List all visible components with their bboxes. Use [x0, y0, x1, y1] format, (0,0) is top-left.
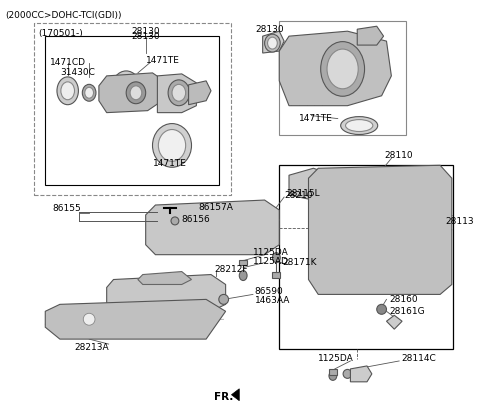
Polygon shape [231, 389, 239, 401]
Ellipse shape [126, 82, 146, 104]
Ellipse shape [172, 84, 186, 101]
Ellipse shape [153, 124, 192, 167]
Polygon shape [107, 275, 226, 311]
Bar [279, 165, 453, 349]
Polygon shape [146, 200, 279, 255]
Ellipse shape [264, 34, 280, 52]
Text: 1471TE: 1471TE [299, 114, 333, 123]
Text: (2000CC>DOHC-TCI(GDI)): (2000CC>DOHC-TCI(GDI)) [5, 11, 122, 20]
Polygon shape [309, 165, 452, 294]
Polygon shape [289, 168, 331, 200]
Polygon shape [279, 31, 391, 106]
Polygon shape [386, 315, 402, 329]
Ellipse shape [158, 129, 186, 161]
Ellipse shape [327, 49, 358, 89]
Text: 86157A: 86157A [198, 203, 233, 212]
Polygon shape [157, 74, 196, 112]
Text: 86590: 86590 [255, 287, 284, 296]
Ellipse shape [341, 117, 378, 134]
Polygon shape [357, 26, 384, 45]
Ellipse shape [329, 371, 337, 380]
Text: 28110: 28110 [384, 151, 413, 160]
Ellipse shape [321, 42, 364, 96]
Text: 86155: 86155 [52, 205, 81, 213]
Ellipse shape [239, 271, 247, 281]
Polygon shape [99, 73, 167, 112]
Ellipse shape [273, 253, 280, 263]
Text: 1471TE: 1471TE [153, 159, 186, 168]
Ellipse shape [111, 71, 141, 107]
Text: 1463AA: 1463AA [255, 296, 290, 305]
Bar [34, 23, 230, 195]
Text: 28171K: 28171K [282, 258, 317, 267]
Text: 28210: 28210 [284, 190, 312, 200]
Polygon shape [350, 366, 372, 382]
Ellipse shape [168, 80, 190, 106]
Polygon shape [189, 81, 211, 105]
Text: 1125DA: 1125DA [253, 248, 288, 257]
Text: 1125AD: 1125AD [253, 257, 289, 266]
Bar [279, 21, 406, 135]
Polygon shape [138, 271, 192, 284]
Text: 31430C: 31430C [60, 68, 95, 78]
Ellipse shape [267, 37, 277, 49]
Text: 28130: 28130 [132, 27, 160, 36]
Text: 28160: 28160 [389, 295, 418, 304]
Ellipse shape [117, 77, 136, 101]
Ellipse shape [171, 217, 179, 225]
Text: 28130: 28130 [255, 25, 284, 34]
Ellipse shape [343, 369, 352, 378]
Text: 28161G: 28161G [389, 307, 425, 316]
Polygon shape [273, 271, 280, 278]
Text: 28115L: 28115L [286, 188, 320, 198]
Text: 1471CD: 1471CD [50, 59, 86, 68]
Ellipse shape [219, 294, 228, 304]
Polygon shape [263, 31, 284, 53]
Bar [45, 36, 219, 185]
Text: 86156: 86156 [182, 215, 211, 225]
Polygon shape [239, 260, 247, 265]
Text: 1471TE: 1471TE [146, 56, 180, 66]
Ellipse shape [130, 86, 142, 100]
Text: 28213A: 28213A [74, 342, 109, 352]
Text: 28113: 28113 [445, 217, 474, 227]
Text: 1125DA: 1125DA [318, 354, 354, 364]
Ellipse shape [346, 120, 373, 132]
Text: FR.: FR. [214, 392, 233, 402]
Text: 28114C: 28114C [401, 354, 436, 364]
Text: 28212F: 28212F [214, 265, 247, 274]
Ellipse shape [57, 77, 78, 105]
Text: 28130: 28130 [132, 32, 160, 41]
Polygon shape [329, 369, 337, 375]
Ellipse shape [82, 84, 96, 101]
Text: (170501-): (170501-) [38, 29, 83, 38]
Ellipse shape [377, 304, 386, 314]
Polygon shape [45, 299, 226, 339]
Ellipse shape [84, 313, 95, 325]
Ellipse shape [61, 82, 74, 100]
Ellipse shape [85, 87, 94, 98]
